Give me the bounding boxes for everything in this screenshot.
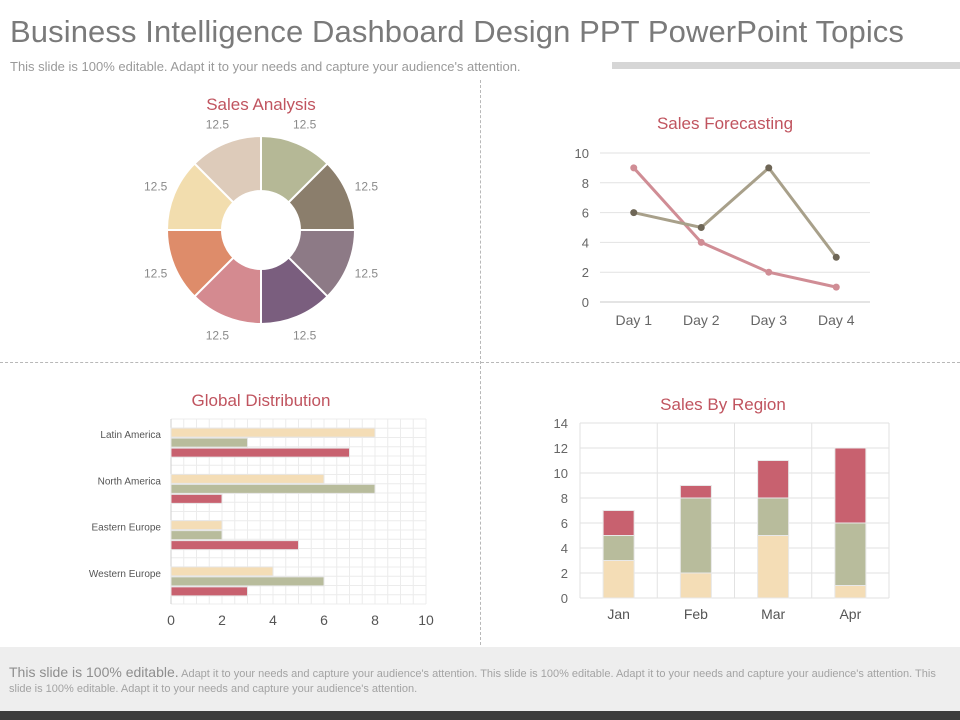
pie-slice (193, 134, 262, 204)
y-tick-label: 4 (582, 235, 589, 250)
x-tick-label: Day 1 (615, 312, 652, 328)
y-tick-label: 14 (554, 416, 568, 431)
x-tick-label: 4 (269, 612, 277, 628)
x-tick-label: Day 3 (750, 312, 787, 328)
x-tick-label: 0 (167, 612, 175, 628)
bottom-strip (0, 711, 960, 720)
y-tick-label: 10 (575, 146, 589, 161)
y-category-label: North America (98, 476, 162, 487)
y-category-label: Eastern Europe (92, 523, 162, 534)
series-point (697, 224, 705, 231)
series-line (632, 166, 837, 289)
stacked-bar-segment (679, 485, 712, 499)
series-point (832, 283, 840, 291)
x-tick-label: Feb (684, 606, 708, 622)
x-tick-label: 2 (218, 612, 226, 628)
bar (170, 483, 376, 494)
bar (170, 437, 248, 448)
y-tick-label: 8 (561, 491, 568, 506)
sales-forecasting-title: Sales Forecasting (656, 114, 794, 133)
series-point (630, 209, 638, 217)
y-tick-label: 0 (561, 591, 568, 606)
stacked-bar-segment (757, 460, 790, 499)
footer-body: Adapt it to your needs and capture your … (9, 668, 936, 695)
series-point (765, 164, 773, 172)
stacked-bar-segment (834, 585, 867, 599)
x-tick-label: Day 2 (683, 312, 720, 328)
bar (170, 520, 223, 531)
pie-slice-label: 12.5 (355, 179, 379, 193)
x-tick-label: Day 4 (818, 312, 855, 328)
x-tick-label: Jan (607, 606, 630, 622)
slide-title: Business Intelligence Dashboard Design P… (10, 14, 905, 49)
stacked-bar-segment (757, 535, 790, 599)
bar (170, 540, 299, 551)
y-category-label: Latin America (100, 430, 161, 441)
stacked-bar-segment (757, 497, 790, 536)
bar (170, 566, 274, 577)
pie-slice-label: 12.5 (293, 118, 317, 132)
x-tick-label: 10 (418, 612, 434, 628)
y-tick-label: 2 (582, 265, 589, 280)
stacked-bar-segment (602, 535, 635, 561)
pie-slice-label: 12.5 (206, 118, 230, 132)
bar (170, 530, 223, 541)
slide-subtitle: This slide is 100% editable. Adapt it to… (10, 59, 521, 74)
pie-slice-label: 12.5 (144, 179, 168, 193)
footer-panel (0, 647, 960, 711)
bar (170, 447, 350, 458)
series-point (765, 268, 773, 276)
subtitle-accent-bar (612, 62, 960, 69)
series-point (832, 253, 840, 261)
stacked-bar-segment (834, 522, 867, 586)
stacked-bar-segment (834, 447, 867, 524)
sales-analysis-title: Sales Analysis (206, 95, 316, 114)
series-point (697, 238, 705, 246)
horizontal-divider (0, 362, 960, 363)
x-tick-label: Apr (839, 606, 861, 622)
sales-by-region-title: Sales By Region (660, 395, 786, 414)
series-line (633, 165, 838, 259)
pie-slice-label: 12.5 (293, 328, 317, 342)
stacked-bar-segment (679, 572, 712, 599)
footer-text: This slide is 100% editable. Adapt it to… (9, 665, 939, 696)
y-tick-label: 6 (582, 206, 589, 221)
series-point (630, 164, 638, 172)
pie-slice-label: 12.5 (206, 328, 230, 342)
stacked-bar-segment (602, 510, 635, 536)
bar (170, 473, 325, 484)
bar (170, 427, 376, 438)
x-tick-label: Mar (761, 606, 785, 622)
stacked-bar-segment (602, 560, 635, 599)
y-tick-label: 2 (561, 566, 568, 581)
pie-slice-label: 12.5 (144, 267, 168, 281)
y-tick-label: 10 (554, 466, 568, 481)
y-tick-label: 0 (582, 295, 589, 310)
footer-lead: This slide is 100% editable. (9, 664, 179, 680)
y-tick-label: 4 (561, 541, 568, 556)
y-tick-label: 12 (554, 441, 568, 456)
bar (170, 493, 223, 504)
x-tick-label: 6 (320, 612, 328, 628)
bar (170, 586, 248, 597)
y-tick-label: 8 (582, 176, 589, 191)
global-distribution-title: Global Distribution (191, 391, 331, 410)
y-tick-label: 6 (561, 516, 568, 531)
stacked-bar-segment (679, 497, 712, 574)
y-category-label: Western Europe (89, 569, 162, 580)
bar (170, 576, 325, 587)
x-tick-label: 8 (371, 612, 379, 628)
pie-slice-label: 12.5 (355, 267, 379, 281)
